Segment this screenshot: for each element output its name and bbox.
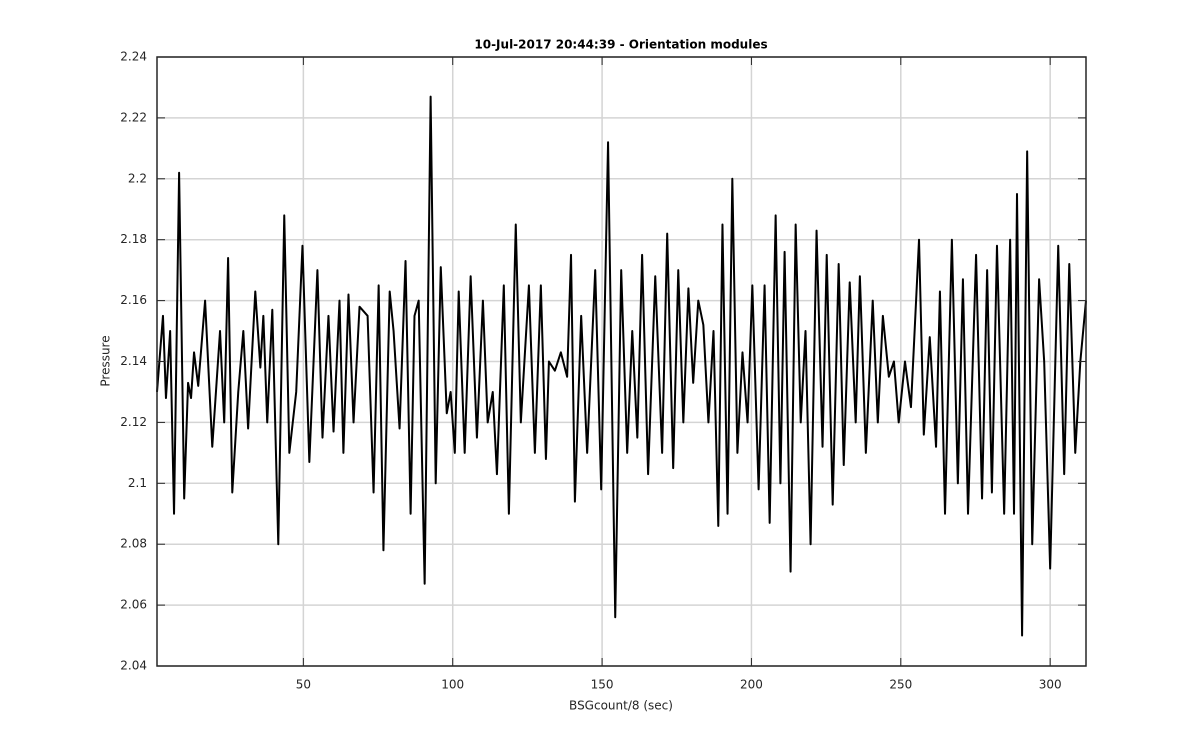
x-axis-label: BSGcount/8 (sec) <box>569 699 673 713</box>
y-tick-label: 2.14 <box>120 354 147 368</box>
y-tick-label: 2.2 <box>128 171 147 185</box>
y-tick-label: 2.04 <box>120 659 147 673</box>
lines <box>156 95 1087 637</box>
y-tick-label: 2.24 <box>120 50 147 64</box>
chart-title: 10-Jul-2017 20:44:39 - Orientation modul… <box>474 38 767 52</box>
x-tick-label: 250 <box>889 678 912 692</box>
y-tick-label: 2.08 <box>120 537 147 551</box>
x-tick-label: 50 <box>296 678 311 692</box>
ticks: 50 100 150 200 250 300 2.04 2.06 2.08 2.1 2.12 2.14… <box>120 50 1086 692</box>
y-tick-label: 2.16 <box>120 293 147 307</box>
y-tick-label: 2.1 <box>128 476 147 490</box>
x-tick-label: 100 <box>441 678 464 692</box>
data-line <box>156 95 1087 637</box>
x-tick-label: 200 <box>740 678 763 692</box>
y-tick-label: 2.12 <box>120 415 147 429</box>
y-tick-label: 2.18 <box>120 232 147 246</box>
y-tick-label: 2.22 <box>120 110 147 124</box>
y-tick-label: 2.06 <box>120 598 147 612</box>
x-tick-label: 300 <box>1039 678 1062 692</box>
x-tick-label: 150 <box>591 678 614 692</box>
y-axis-label: Pressure <box>99 335 113 386</box>
